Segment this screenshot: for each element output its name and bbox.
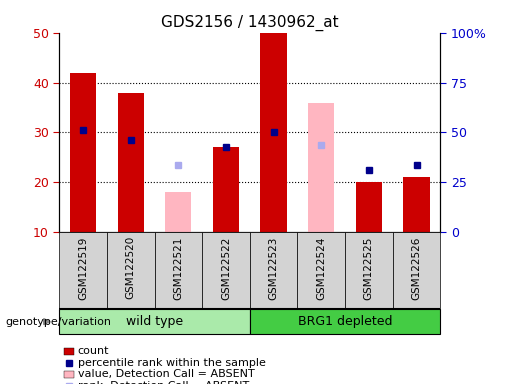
Bar [392,232,440,309]
Bar [202,232,250,309]
Text: wild type: wild type [126,315,183,328]
Bar [261,33,287,232]
Text: GSM122522: GSM122522 [221,236,231,300]
Bar [59,232,107,309]
Title: GDS2156 / 1430962_at: GDS2156 / 1430962_at [161,15,338,31]
Bar [70,73,96,232]
Text: BRG1 depleted: BRG1 depleted [298,315,392,328]
Text: GSM122525: GSM122525 [364,236,374,300]
Text: GSM122523: GSM122523 [269,236,279,300]
Bar [403,177,430,232]
Text: rank, Detection Call = ABSENT: rank, Detection Call = ABSENT [78,381,249,384]
Bar [107,232,154,309]
Text: percentile rank within the sample: percentile rank within the sample [78,358,266,368]
Text: GSM122526: GSM122526 [411,236,421,300]
Bar [250,232,297,309]
Bar [117,93,144,232]
Bar [356,182,382,232]
Bar [165,192,192,232]
Text: value, Detection Call = ABSENT: value, Detection Call = ABSENT [78,369,254,379]
Bar [345,232,392,309]
Bar [250,309,440,334]
Bar [64,371,74,378]
Bar [213,147,239,232]
Text: GSM122524: GSM122524 [316,236,326,300]
Bar [297,232,345,309]
Text: GSM122519: GSM122519 [78,236,88,300]
Bar [64,348,74,355]
Text: genotype/variation: genotype/variation [5,316,111,327]
Text: count: count [78,346,109,356]
Text: GSM122521: GSM122521 [174,236,183,300]
Text: GSM122520: GSM122520 [126,236,135,300]
Bar [308,103,334,232]
Bar [59,309,250,334]
Bar [154,232,202,309]
